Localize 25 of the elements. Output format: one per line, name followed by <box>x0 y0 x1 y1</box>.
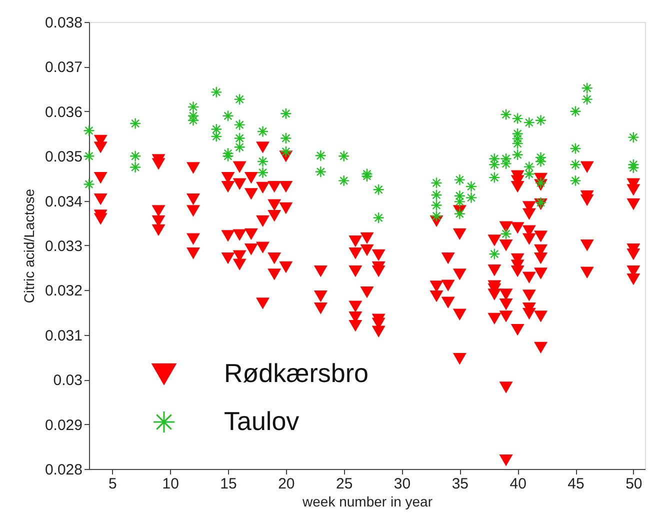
y-tick-label: 0.034 <box>44 193 82 210</box>
y-tick-label: 0.036 <box>44 104 82 121</box>
x-tick-label: 5 <box>108 476 117 492</box>
y-tick-label: 0.032 <box>44 282 82 300</box>
y-tick-label: 0.033 <box>44 238 82 255</box>
x-tick-label: 10 <box>162 476 179 492</box>
x-tick-label: 40 <box>510 476 526 492</box>
x-tick-label: 45 <box>568 476 584 492</box>
x-tick-label: 30 <box>394 476 411 492</box>
x-tick-label: 35 <box>452 476 469 492</box>
y-tick-label: 0.028 <box>44 462 82 478</box>
legend-label: Rødkærsbro <box>224 358 368 388</box>
x-tick-label: 15 <box>220 476 237 492</box>
x-tick-label: 50 <box>626 476 642 492</box>
y-tick-label: 0.031 <box>44 327 82 344</box>
legend-label: Taulov <box>224 406 300 436</box>
y-tick-label: 0.03 <box>53 372 82 390</box>
y-tick-label: 0.035 <box>44 148 82 166</box>
x-tick-label: 25 <box>336 476 353 492</box>
y-tick-label: 0.037 <box>44 59 82 76</box>
y-tick-label: 0.038 <box>44 14 82 32</box>
x-axis-title: week number in year <box>302 494 433 510</box>
x-tick-label: 20 <box>278 476 295 492</box>
y-tick-label: 0.029 <box>44 416 82 434</box>
y-axis-title: Citric acid/Lactose <box>20 188 37 304</box>
